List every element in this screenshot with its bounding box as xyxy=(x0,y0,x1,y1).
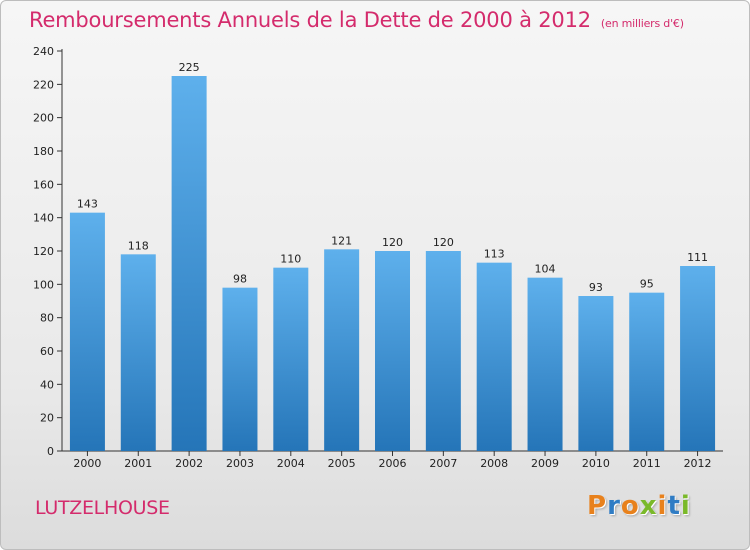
proxiti-logo[interactable]: Proxiti xyxy=(587,491,691,521)
bar xyxy=(120,254,156,451)
x-tick-label: 2010 xyxy=(582,457,610,470)
bar-value-label: 110 xyxy=(280,253,301,266)
axes: 0 20 40 60 80 100 120 140 160 180 200 220 240 2000 200… xyxy=(33,45,723,470)
y-tick-label: 160 xyxy=(33,178,54,191)
x-tick-label: 2004 xyxy=(277,457,305,470)
logo-letter: i xyxy=(657,491,668,521)
x-tick-label: 2000 xyxy=(73,457,101,470)
bar-value-label: 93 xyxy=(589,281,603,294)
x-tick-label: 2001 xyxy=(124,457,152,470)
y-tick-label: 80 xyxy=(40,312,54,325)
bar-value-label: 143 xyxy=(77,198,98,211)
bar xyxy=(222,287,258,451)
bar-value-label: 118 xyxy=(128,239,149,252)
x-tick-label: 2007 xyxy=(429,457,457,470)
bar-value-label: 98 xyxy=(233,273,247,286)
x-tick-label: 2002 xyxy=(175,457,203,470)
bars: 143 118 225 98 110 121 120 120 113 104 93 95 111 xyxy=(69,61,716,451)
x-tick-label: 2009 xyxy=(531,457,559,470)
y-tick-label: 20 xyxy=(40,412,54,425)
bar xyxy=(69,212,105,451)
chart-unit: (en milliers d'€) xyxy=(600,17,684,30)
y-tick-label: 220 xyxy=(33,78,54,91)
bar-value-label: 120 xyxy=(382,236,403,249)
commune-name: LUTZELHOUSE xyxy=(35,497,170,519)
bar xyxy=(171,76,207,451)
logo-letter: i xyxy=(680,491,691,521)
x-tick-label: 2003 xyxy=(226,457,254,470)
x-tick-label: 2011 xyxy=(633,457,661,470)
logo-letter: x xyxy=(639,491,658,521)
bar xyxy=(273,267,309,451)
logo-letter: o xyxy=(620,491,640,521)
y-tick-label: 0 xyxy=(47,445,54,458)
y-tick-label: 200 xyxy=(33,112,54,125)
bar-value-label: 104 xyxy=(535,263,556,276)
y-tick-label: 60 xyxy=(40,345,54,358)
bar-value-label: 111 xyxy=(687,251,708,264)
y-tick-label: 240 xyxy=(33,45,54,58)
bar-value-label: 225 xyxy=(179,61,200,74)
bar-value-label: 120 xyxy=(433,236,454,249)
bar xyxy=(324,249,360,451)
bar xyxy=(476,262,512,451)
y-tick-label: 40 xyxy=(40,378,54,391)
y-tick-label: 100 xyxy=(33,278,54,291)
y-tick-label: 140 xyxy=(33,212,54,225)
logo-letter: r xyxy=(607,491,621,521)
chart-title-text: Remboursements Annuels de la Dette de 20… xyxy=(29,8,591,32)
bar xyxy=(425,251,461,451)
y-tick-label: 120 xyxy=(33,245,54,258)
y-tick-label: 180 xyxy=(33,145,54,158)
x-tick-label: 2012 xyxy=(684,457,712,470)
bar xyxy=(527,277,563,451)
x-tick-label: 2006 xyxy=(379,457,407,470)
bar xyxy=(629,292,665,451)
chart-title: Remboursements Annuels de la Dette de 20… xyxy=(29,8,684,32)
bar-value-label: 95 xyxy=(640,278,654,291)
bar-value-label: 121 xyxy=(331,234,352,247)
x-tick-label: 2008 xyxy=(480,457,508,470)
logo-letter: P xyxy=(587,491,608,521)
x-tick-label: 2005 xyxy=(328,457,356,470)
bar xyxy=(578,296,614,451)
logo-letter: t xyxy=(667,491,681,521)
bar xyxy=(680,266,716,451)
bar-value-label: 113 xyxy=(484,248,505,261)
bar xyxy=(375,251,410,451)
